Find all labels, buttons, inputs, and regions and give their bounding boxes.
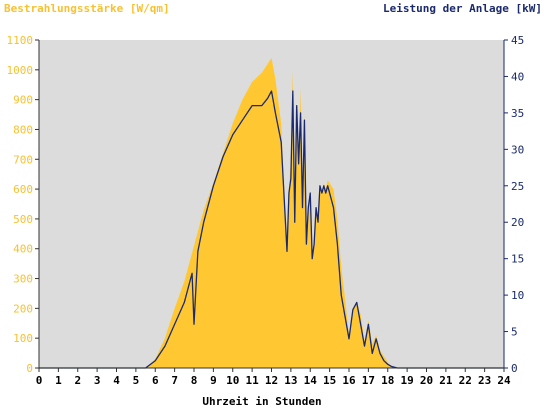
x-tick-label: 20 [420, 374, 433, 387]
y-right-title: Leistung der Anlage [kW] [383, 2, 542, 15]
y-left-tick-label: 700 [13, 153, 33, 166]
tick-layer: 0 1 2 3 4 5 6 7 8 9 10 11 12 13 14 15 16 17 18 19 20 21 22 23 24… [7, 34, 525, 387]
x-tick-label: 19 [401, 374, 414, 387]
x-tick-label: 1 [55, 374, 62, 387]
x-tick-label: 23 [478, 374, 491, 387]
y-right-tick-label: 10 [511, 289, 524, 302]
y-left-tick-label: 900 [13, 94, 33, 107]
y-left-tick-label: 0 [26, 362, 33, 375]
x-tick-label: 22 [459, 374, 472, 387]
x-tick-label: 17 [362, 374, 375, 387]
x-tick-label: 9 [210, 374, 217, 387]
x-tick-label: 7 [171, 374, 178, 387]
x-tick-label: 12 [265, 374, 278, 387]
x-axis-label: Uhrzeit in Stunden [202, 395, 321, 408]
y-left-tick-label: 300 [13, 273, 33, 286]
y-left-tick-label: 500 [13, 213, 33, 226]
x-tick-label: 18 [381, 374, 394, 387]
x-tick-label: 4 [113, 374, 120, 387]
y-right-tick-label: 30 [511, 143, 524, 156]
power-line-layer [39, 90, 504, 369]
x-tick-label: 13 [284, 374, 297, 387]
y-left-tick-label: 400 [13, 243, 33, 256]
x-tick-label: 2 [74, 374, 81, 387]
y-right-tick-label: 35 [511, 107, 524, 120]
y-right-tick-label: 20 [511, 216, 524, 229]
x-tick-label: 21 [439, 374, 453, 387]
x-tick-label: 6 [152, 374, 159, 387]
y-left-tick-label: 1000 [7, 64, 34, 77]
y-right-tick-label: 15 [511, 253, 524, 266]
y-right-tick-label: 0 [511, 362, 518, 375]
x-tick-label: 15 [323, 374, 336, 387]
x-tick-label: 5 [133, 374, 140, 387]
x-tick-label: 16 [342, 374, 356, 387]
y-right-tick-label: 40 [511, 70, 524, 83]
x-tick-label: 14 [304, 374, 318, 387]
y-right-tick-label: 5 [511, 326, 518, 339]
x-tick-label: 3 [94, 374, 101, 387]
x-tick-label: 8 [191, 374, 198, 387]
y-right-tick-label: 45 [511, 34, 524, 47]
x-tick-label: 11 [246, 374, 260, 387]
y-left-tick-label: 800 [13, 123, 33, 136]
x-tick-label: 24 [497, 374, 511, 387]
power-line [39, 90, 504, 369]
irradiance-area-layer [39, 57, 504, 368]
y-left-tick-label: 600 [13, 183, 33, 196]
y-left-tick-label: 100 [13, 332, 33, 345]
y-left-title: Bestrahlungsstärke [W/qm] [4, 2, 170, 15]
x-tick-label: 10 [226, 374, 239, 387]
y-left-tick-label: 200 [13, 302, 33, 315]
x-tick-label: 0 [36, 374, 43, 387]
y-right-tick-label: 25 [511, 180, 524, 193]
irradiance-area [39, 57, 504, 368]
y-left-tick-label: 1100 [7, 34, 34, 47]
